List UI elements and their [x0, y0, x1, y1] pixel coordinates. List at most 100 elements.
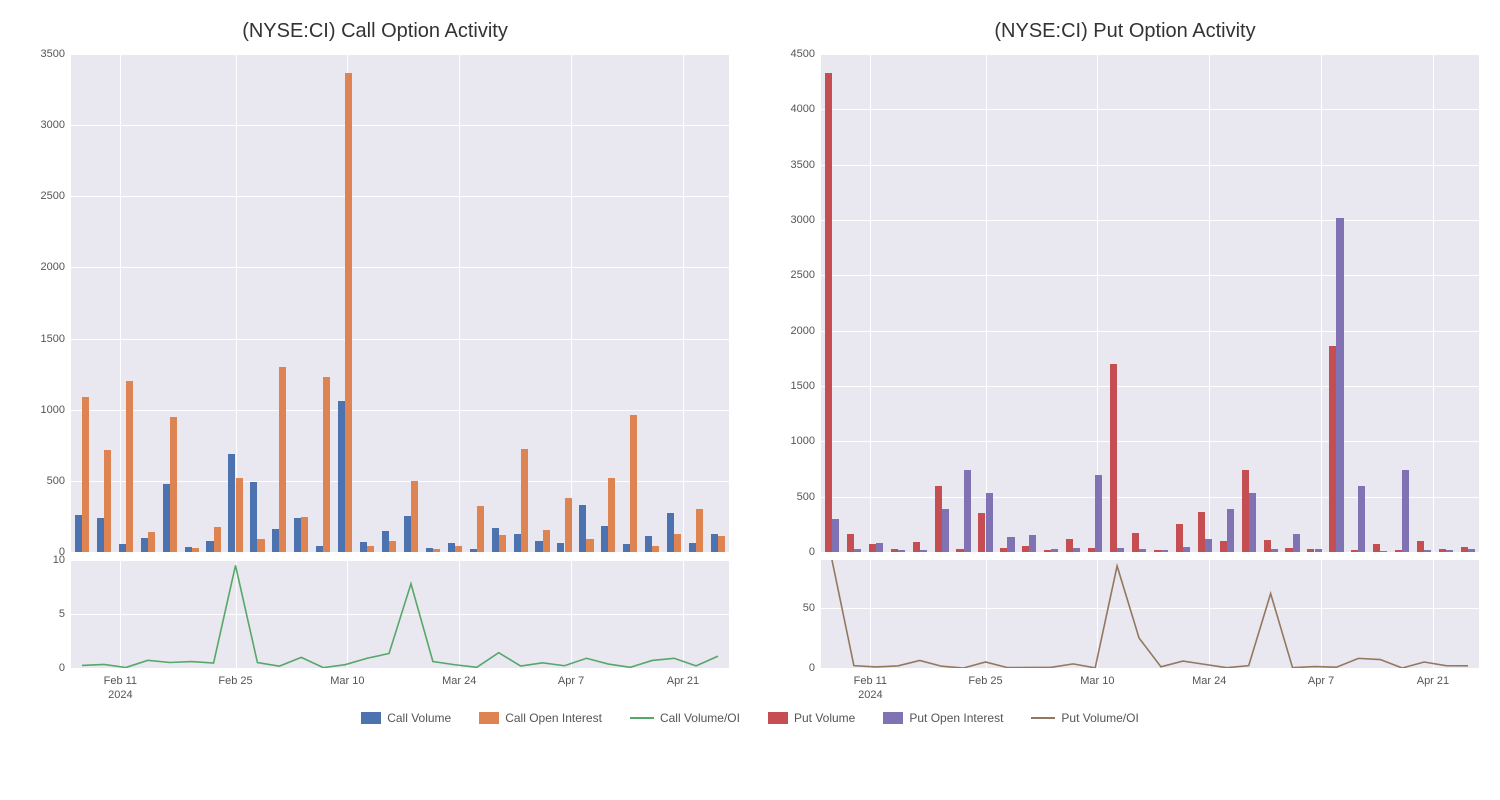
legend-label: Call Volume: [387, 711, 451, 725]
put-oi-bar: [1117, 548, 1124, 552]
put-oi-bar: [920, 550, 927, 552]
put-volume-bar: [1373, 544, 1380, 552]
call-oi-bar: [126, 381, 133, 552]
call-volume-bar: [97, 518, 104, 552]
call-ratio-plot: 0510Feb 112024Feb 25Mar 10Mar 24Apr 7Apr…: [70, 559, 730, 669]
put-volume-bar: [1022, 546, 1029, 552]
panel-put: (NYSE:CI) Put Option Activity 0 500 1000 150…: [770, 20, 1480, 669]
put-oi-bar: [832, 519, 839, 552]
call-oi-bar: [499, 535, 506, 552]
put-ytick: 3000: [791, 214, 821, 226]
put-volume-bar: [1264, 540, 1271, 552]
call-volume-bar: [535, 541, 542, 552]
put-oi-bar: [1424, 550, 1431, 552]
call-volume-bar: [645, 536, 652, 552]
call-ratio-ytick: 10: [53, 554, 71, 566]
panel-call: (NYSE:CI) Call Option Activity 0500100015…: [20, 20, 730, 669]
call-oi-bar: [521, 449, 528, 552]
put-volume-bar: [935, 486, 942, 552]
call-volume-bar: [689, 543, 696, 552]
put-volume-bar: [1176, 524, 1183, 552]
put-ratio-ytick: 50: [803, 602, 821, 614]
xtick-label: Mar 10: [1080, 668, 1114, 688]
put-oi-bar: [1315, 549, 1322, 552]
call-oi-bar: [257, 539, 264, 552]
legend-label: Call Open Interest: [505, 711, 602, 725]
put-oi-bar: [1073, 548, 1080, 552]
call-oi-bar: [608, 478, 615, 552]
call-ytick: 1500: [41, 333, 71, 345]
legend-swatch: [361, 712, 381, 724]
put-oi-bar: [1183, 547, 1190, 552]
panel-title-call: (NYSE:CI) Call Option Activity: [20, 20, 730, 43]
put-volume-bar: [1417, 541, 1424, 552]
panel-title-put: (NYSE:CI) Put Option Activity: [770, 20, 1480, 43]
put-volume-bar: [1461, 547, 1468, 552]
call-ratio-line: [71, 560, 729, 668]
put-volume-bar: [869, 544, 876, 552]
call-volume-bar: [228, 454, 235, 552]
put-oi-bar: [1336, 218, 1343, 552]
call-volume-bar: [316, 546, 323, 552]
put-ytick: 0: [809, 546, 821, 558]
put-oi-bar: [1358, 486, 1365, 552]
call-oi-bar: [389, 541, 396, 552]
call-ratio-ytick: 5: [59, 608, 71, 620]
call-oi-bar: [192, 548, 199, 552]
call-volume-bar: [382, 531, 389, 552]
put-volume-bar: [1439, 549, 1446, 552]
put-volume-bar: [1198, 512, 1205, 552]
call-oi-bar: [455, 546, 462, 552]
call-ytick: 3500: [41, 48, 71, 60]
call-volume-bar: [294, 518, 301, 552]
put-oi-bar: [1249, 493, 1256, 552]
put-volume-bar: [978, 513, 985, 552]
put-volume-bar: [891, 549, 898, 552]
call-volume-bar: [448, 543, 455, 552]
put-oi-bar: [876, 543, 883, 552]
xtick-label: Mar 24: [442, 668, 476, 688]
call-volume-bar: [426, 548, 433, 552]
put-oi-bar: [1029, 535, 1036, 552]
call-bar-plot: 0500100015002000250030003500: [70, 53, 730, 553]
put-volume-bar: [1329, 346, 1336, 552]
call-ratio-ytick: 0: [59, 662, 71, 674]
put-oi-bar: [1007, 537, 1014, 552]
put-oi-bar: [1161, 550, 1168, 552]
put-volume-bar: [1132, 533, 1139, 552]
put-oi-bar: [1380, 551, 1387, 552]
call-oi-bar: [696, 509, 703, 552]
call-volume-bar: [75, 515, 82, 552]
xtick-label: Feb 25: [968, 668, 1002, 688]
call-oi-bar: [411, 481, 418, 552]
put-volume-bar: [1000, 548, 1007, 552]
legend-label: Call Volume/OI: [660, 711, 740, 725]
legend-swatch: [883, 712, 903, 724]
call-oi-bar: [148, 532, 155, 552]
put-ratio-line: [821, 560, 1479, 668]
put-ytick: 4000: [791, 103, 821, 115]
put-volume-bar: [825, 73, 832, 552]
xtick-label: Apr 21: [1417, 668, 1449, 688]
put-ytick: 500: [797, 491, 821, 503]
call-oi-bar: [279, 367, 286, 552]
call-volume-bar: [206, 541, 213, 552]
put-oi-bar: [898, 550, 905, 552]
put-volume-bar: [847, 534, 854, 552]
xtick-label: Apr 21: [667, 668, 699, 688]
put-oi-bar: [1227, 509, 1234, 552]
options-dashboard: (NYSE:CI) Call Option Activity0500100015…: [20, 20, 1480, 669]
xtick-label: Mar 24: [1192, 668, 1226, 688]
call-oi-bar: [586, 539, 593, 552]
put-ytick: 1500: [791, 380, 821, 392]
put-volume-bar: [1110, 364, 1117, 552]
put-volume-bar: [1044, 550, 1051, 552]
put-ytick: 1000: [791, 435, 821, 447]
call-oi-bar: [82, 397, 89, 552]
put-volume-bar: [1220, 541, 1227, 552]
chart-legend: Call Volume Call Open Interest Call Volume…: [20, 711, 1480, 725]
put-volume-bar: [956, 549, 963, 552]
put-oi-bar: [942, 509, 949, 552]
legend-item: Put Volume/OI: [1031, 711, 1138, 725]
call-oi-bar: [674, 534, 681, 552]
